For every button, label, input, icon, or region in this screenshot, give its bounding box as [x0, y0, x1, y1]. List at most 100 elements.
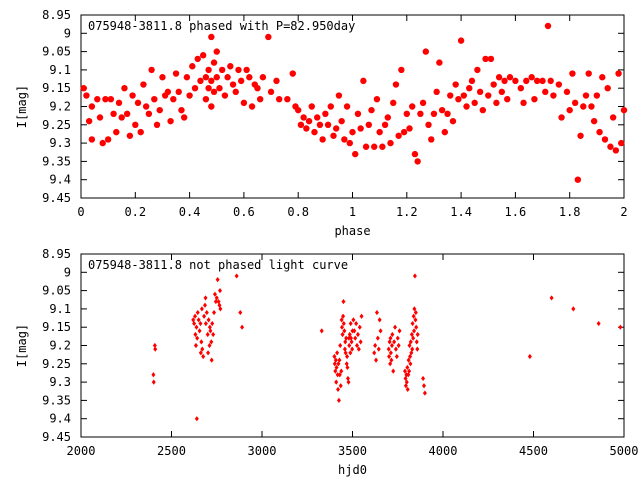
data-point: [232, 88, 239, 96]
data-point: [345, 375, 350, 382]
data-point: [202, 74, 210, 81]
data-point: [206, 350, 211, 356]
data-point: [444, 110, 451, 118]
data-point: [365, 121, 372, 128]
data-point: [354, 110, 362, 118]
x-tick-label: 0.8: [287, 205, 309, 219]
data-point: [126, 132, 134, 139]
data-point: [571, 99, 579, 107]
data-point: [337, 372, 342, 378]
data-point: [338, 383, 343, 389]
x-axis-label: phase: [334, 224, 370, 238]
data-point: [406, 125, 413, 132]
data-point: [347, 342, 352, 349]
y-tick-label: 9.15: [42, 320, 71, 334]
data-point: [300, 114, 307, 121]
data-point: [197, 77, 204, 85]
data-point: [216, 85, 223, 92]
data-point: [153, 346, 158, 352]
y-tick-label: 9.05: [42, 284, 71, 298]
data-point: [455, 95, 462, 103]
data-point: [411, 313, 416, 319]
data-point: [373, 95, 381, 103]
data-point: [582, 92, 590, 99]
data-point: [372, 350, 377, 356]
data-point: [476, 88, 484, 96]
data-point: [330, 132, 337, 139]
y-tick-label: 9.1: [49, 63, 71, 77]
plot-frame: [80, 253, 625, 438]
data-point: [164, 88, 172, 96]
x-axis-label: hjd0: [338, 463, 367, 477]
data-point: [414, 324, 419, 330]
data-point: [404, 379, 409, 385]
data-point: [419, 99, 427, 107]
y-axis-label: I[mag]: [15, 324, 29, 367]
data-point: [217, 302, 222, 308]
data-point: [214, 295, 219, 301]
data-point: [394, 353, 399, 360]
data-point: [593, 92, 601, 99]
data-point: [341, 320, 346, 327]
data-point: [335, 92, 343, 99]
data-point: [349, 339, 354, 345]
y-tick-label: 9.45: [42, 191, 71, 205]
data-point: [377, 317, 382, 323]
x-tick-label: 2: [620, 205, 627, 219]
chart-title: 075948-3811.8 phased with P=82.950day: [88, 19, 355, 33]
data-point: [213, 48, 220, 55]
data-point: [343, 350, 348, 356]
data-point: [202, 313, 207, 319]
data-point: [387, 139, 394, 147]
data-point: [115, 99, 123, 107]
data-point: [297, 121, 305, 128]
data-point: [153, 121, 161, 128]
data-point: [357, 324, 362, 330]
x-tick-label: 5000: [610, 444, 639, 458]
data-point: [410, 320, 415, 327]
data-point: [344, 361, 349, 367]
data-point: [152, 342, 157, 349]
data-point: [381, 121, 389, 128]
data-point: [523, 77, 530, 85]
data-point: [408, 361, 413, 367]
data-point: [601, 136, 609, 143]
data-point: [206, 317, 211, 323]
data-point: [527, 353, 532, 360]
data-point: [202, 95, 210, 103]
data-point: [83, 92, 90, 99]
data-point: [110, 110, 117, 118]
data-point: [351, 317, 356, 323]
data-point: [498, 88, 506, 96]
data-point: [438, 106, 446, 114]
data-point: [224, 74, 231, 81]
x-tick-label: 1.2: [396, 205, 418, 219]
data-point: [547, 77, 554, 85]
y-axis-label: I[mag]: [15, 85, 29, 128]
chart-panel-1: 8.95 9 9.05 9.1 9.15 9.2 9.25 9.3 9.35 9.4 9.45 0 0.…: [15, 8, 628, 238]
data-point: [265, 33, 272, 41]
data-point: [388, 350, 393, 356]
data-point: [316, 121, 324, 128]
data-point: [344, 335, 349, 341]
data-point: [336, 397, 341, 403]
data-point: [322, 110, 329, 118]
data-point: [549, 295, 554, 301]
data-point: [408, 353, 413, 360]
data-point: [433, 88, 440, 96]
data-point: [167, 117, 174, 125]
y-tick-label: 9.25: [42, 357, 71, 371]
x-tick-label: 2000: [67, 444, 96, 458]
data-point: [267, 88, 275, 96]
x-tick-label: 4500: [519, 444, 548, 458]
data-point: [208, 33, 215, 41]
data-point: [334, 379, 339, 385]
data-point: [227, 63, 234, 70]
y-tick-label: 9.3: [49, 375, 71, 389]
data-point: [357, 125, 364, 132]
data-point: [340, 331, 345, 338]
data-point: [368, 106, 375, 114]
data-point: [415, 331, 420, 338]
data-point: [421, 375, 426, 382]
data-point: [314, 114, 321, 121]
